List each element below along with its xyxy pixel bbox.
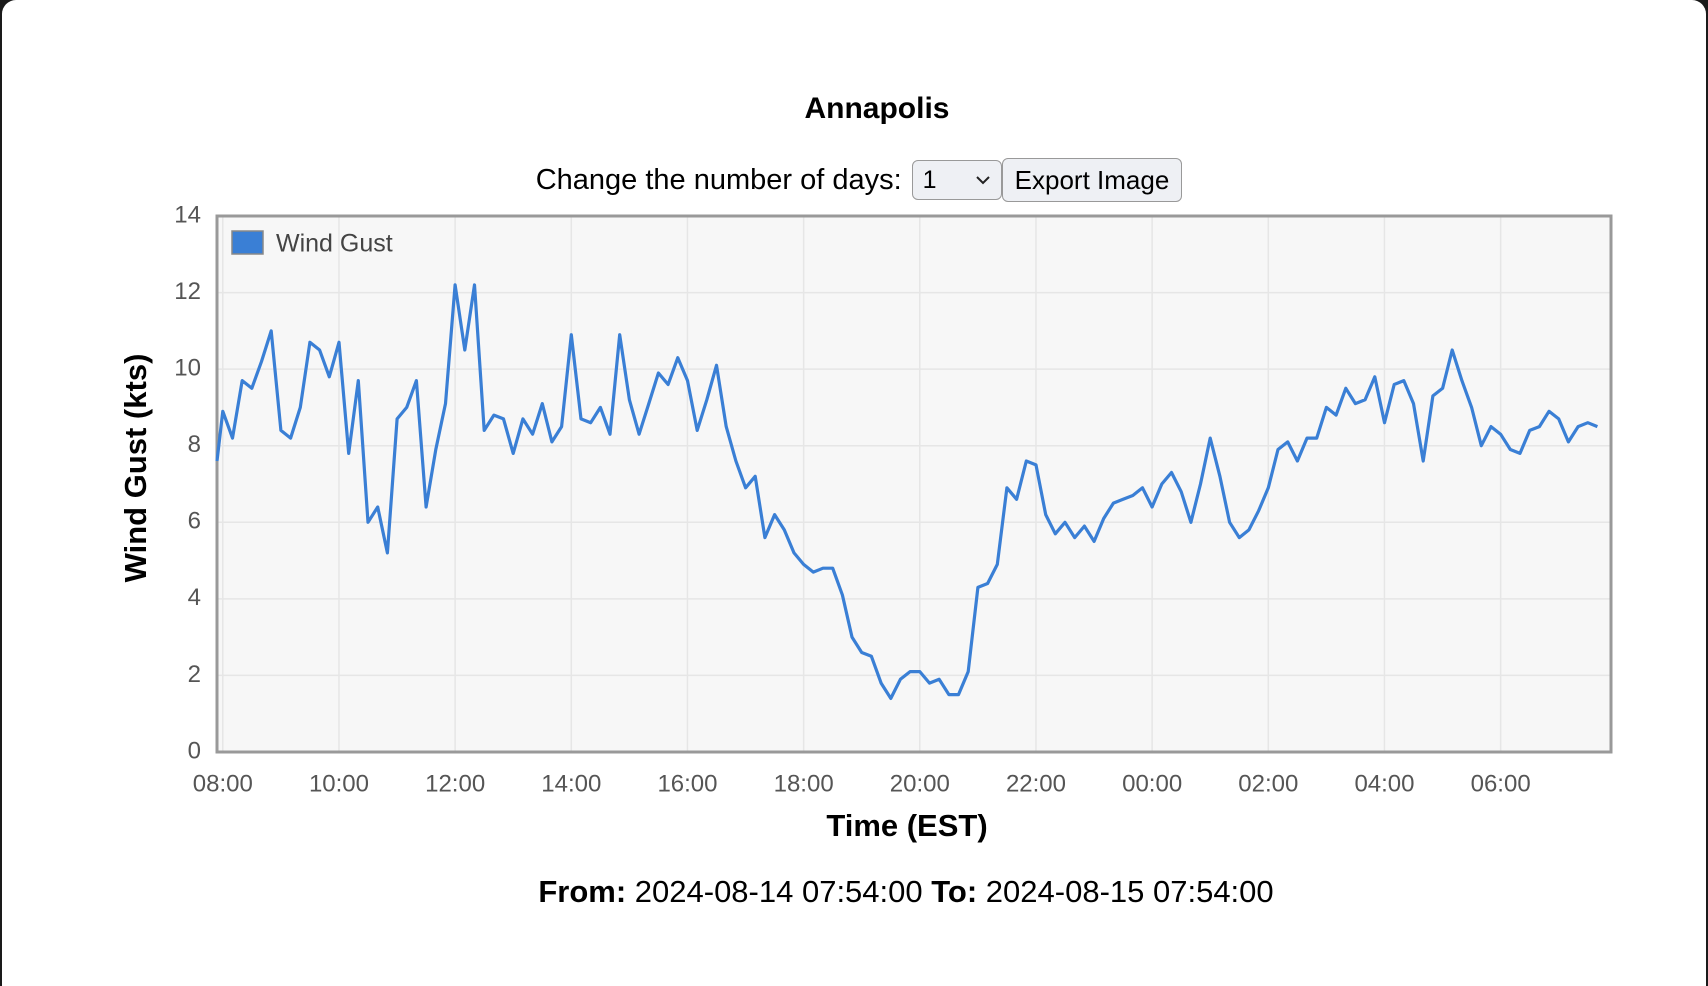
x-tick-label: 16:00: [657, 770, 717, 797]
x-tick-label: 20:00: [890, 770, 950, 797]
to-label: To:: [931, 874, 978, 909]
x-tick-label: 22:00: [1006, 770, 1066, 797]
x-tick-label: 18:00: [774, 770, 834, 797]
days-select[interactable]: 1: [911, 160, 1002, 200]
y-tick-label: 8: [188, 431, 201, 458]
x-tick-label: 04:00: [1354, 770, 1414, 797]
y-axis-label: Wind Gust (kts): [118, 354, 153, 583]
x-tick-label: 10:00: [309, 770, 369, 797]
x-tick-label: 08:00: [193, 770, 253, 797]
chart-title: Annapolis: [804, 92, 950, 125]
x-tick-label: 00:00: [1122, 770, 1182, 797]
x-tick-label: 12:00: [425, 770, 485, 797]
x-tick-label: 02:00: [1238, 770, 1298, 797]
legend-label: Wind Gust: [276, 230, 393, 258]
from-label: From:: [538, 874, 627, 909]
date-range: From: 2024-08-14 07:54:00 To: 2024-08-15…: [2, 874, 1708, 910]
controls: Change the number of days: 1 Export Imag…: [2, 158, 1706, 202]
y-tick-label: 14: [174, 201, 201, 228]
y-tick-label: 10: [174, 354, 201, 381]
y-tick-label: 2: [188, 661, 201, 688]
line: [215, 283, 1599, 700]
y-tick-label: 0: [188, 737, 201, 764]
y-tick-label: 4: [188, 584, 201, 611]
export-button[interactable]: Export Image: [1001, 158, 1183, 202]
legend-swatch: [231, 230, 264, 255]
chevron: [975, 176, 990, 185]
x-axis-label: Time (EST): [826, 808, 987, 843]
select-value: 1: [922, 165, 937, 194]
chart: 0 2 4 6 8 10 12 14 08:00 10:00 12:00 14:00 16:00 18:0…: [118, 201, 1613, 843]
from-date: 2024-08-14 07:54:00: [634, 874, 923, 909]
plot-area: [217, 216, 1611, 752]
to-date: 2024-08-15 07:54:00: [985, 874, 1274, 909]
x-tick-label: 14:00: [541, 770, 601, 797]
y-tick-label: 12: [174, 278, 201, 305]
days-label: Change the number of days:: [535, 163, 902, 196]
plot-border: [215, 214, 1613, 754]
y-tick-label: 6: [188, 508, 201, 535]
x-tick-label: 06:00: [1471, 770, 1531, 797]
